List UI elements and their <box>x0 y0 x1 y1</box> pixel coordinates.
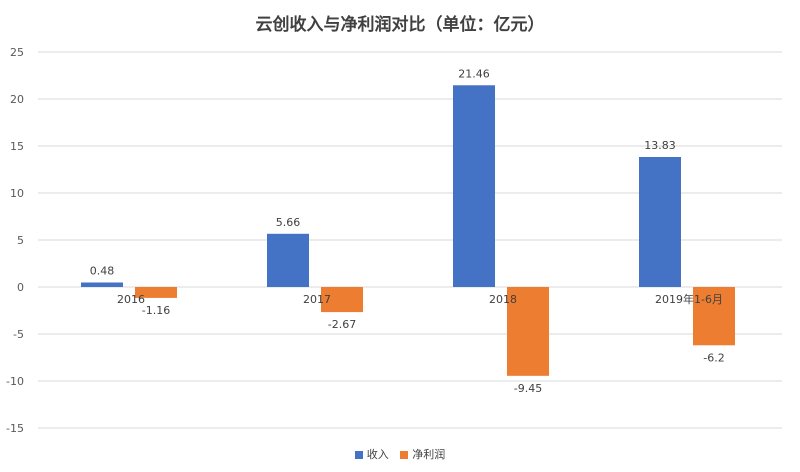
bar-revenue <box>267 233 309 287</box>
x-category-label: 2018 <box>489 293 517 306</box>
legend-label-revenue: 收入 <box>366 448 389 461</box>
legend-item-net-profit: 净利润 <box>400 446 445 462</box>
y-tick-label: -15 <box>6 422 24 435</box>
data-label-revenue: 0.48 <box>90 264 115 277</box>
bar-net-profit <box>321 287 363 313</box>
bar-net-profit <box>135 287 177 298</box>
data-label-net-profit: -9.45 <box>514 382 542 395</box>
data-label-revenue: 5.66 <box>276 216 301 229</box>
bar-revenue <box>453 85 495 287</box>
legend-label-net-profit: 净利润 <box>412 448 446 461</box>
bar-net-profit <box>507 287 549 376</box>
x-category-label: 2016 <box>117 293 145 306</box>
x-category-label: 2017 <box>303 293 331 306</box>
y-tick-label: 20 <box>10 93 24 106</box>
bar-revenue <box>81 282 123 287</box>
data-label-net-profit: -2.67 <box>328 318 356 331</box>
y-tick-label: 0 <box>17 281 24 294</box>
y-tick-label: 5 <box>17 234 24 247</box>
data-label-revenue: 13.83 <box>644 139 676 152</box>
y-tick-label: 15 <box>10 140 24 153</box>
bar-revenue <box>639 156 681 287</box>
legend: 收入 净利润 <box>0 446 800 462</box>
y-tick-label: -10 <box>6 375 24 388</box>
data-label-net-profit: -1.16 <box>142 304 170 317</box>
x-category-label: 2019年1-6月 <box>655 292 723 306</box>
y-tick-label: -5 <box>13 328 24 341</box>
y-tick-label: 10 <box>10 187 24 200</box>
y-tick-label: 25 <box>10 46 24 59</box>
data-label-revenue: 21.46 <box>458 67 490 80</box>
legend-swatch-net-profit <box>400 451 409 459</box>
legend-item-revenue: 收入 <box>354 446 389 462</box>
legend-swatch-revenue <box>354 451 363 459</box>
data-label-net-profit: -6.2 <box>703 351 724 364</box>
chart-title: 云创收入与净利润对比（单位：亿元） <box>255 15 545 35</box>
bar-net-profit <box>693 287 735 346</box>
